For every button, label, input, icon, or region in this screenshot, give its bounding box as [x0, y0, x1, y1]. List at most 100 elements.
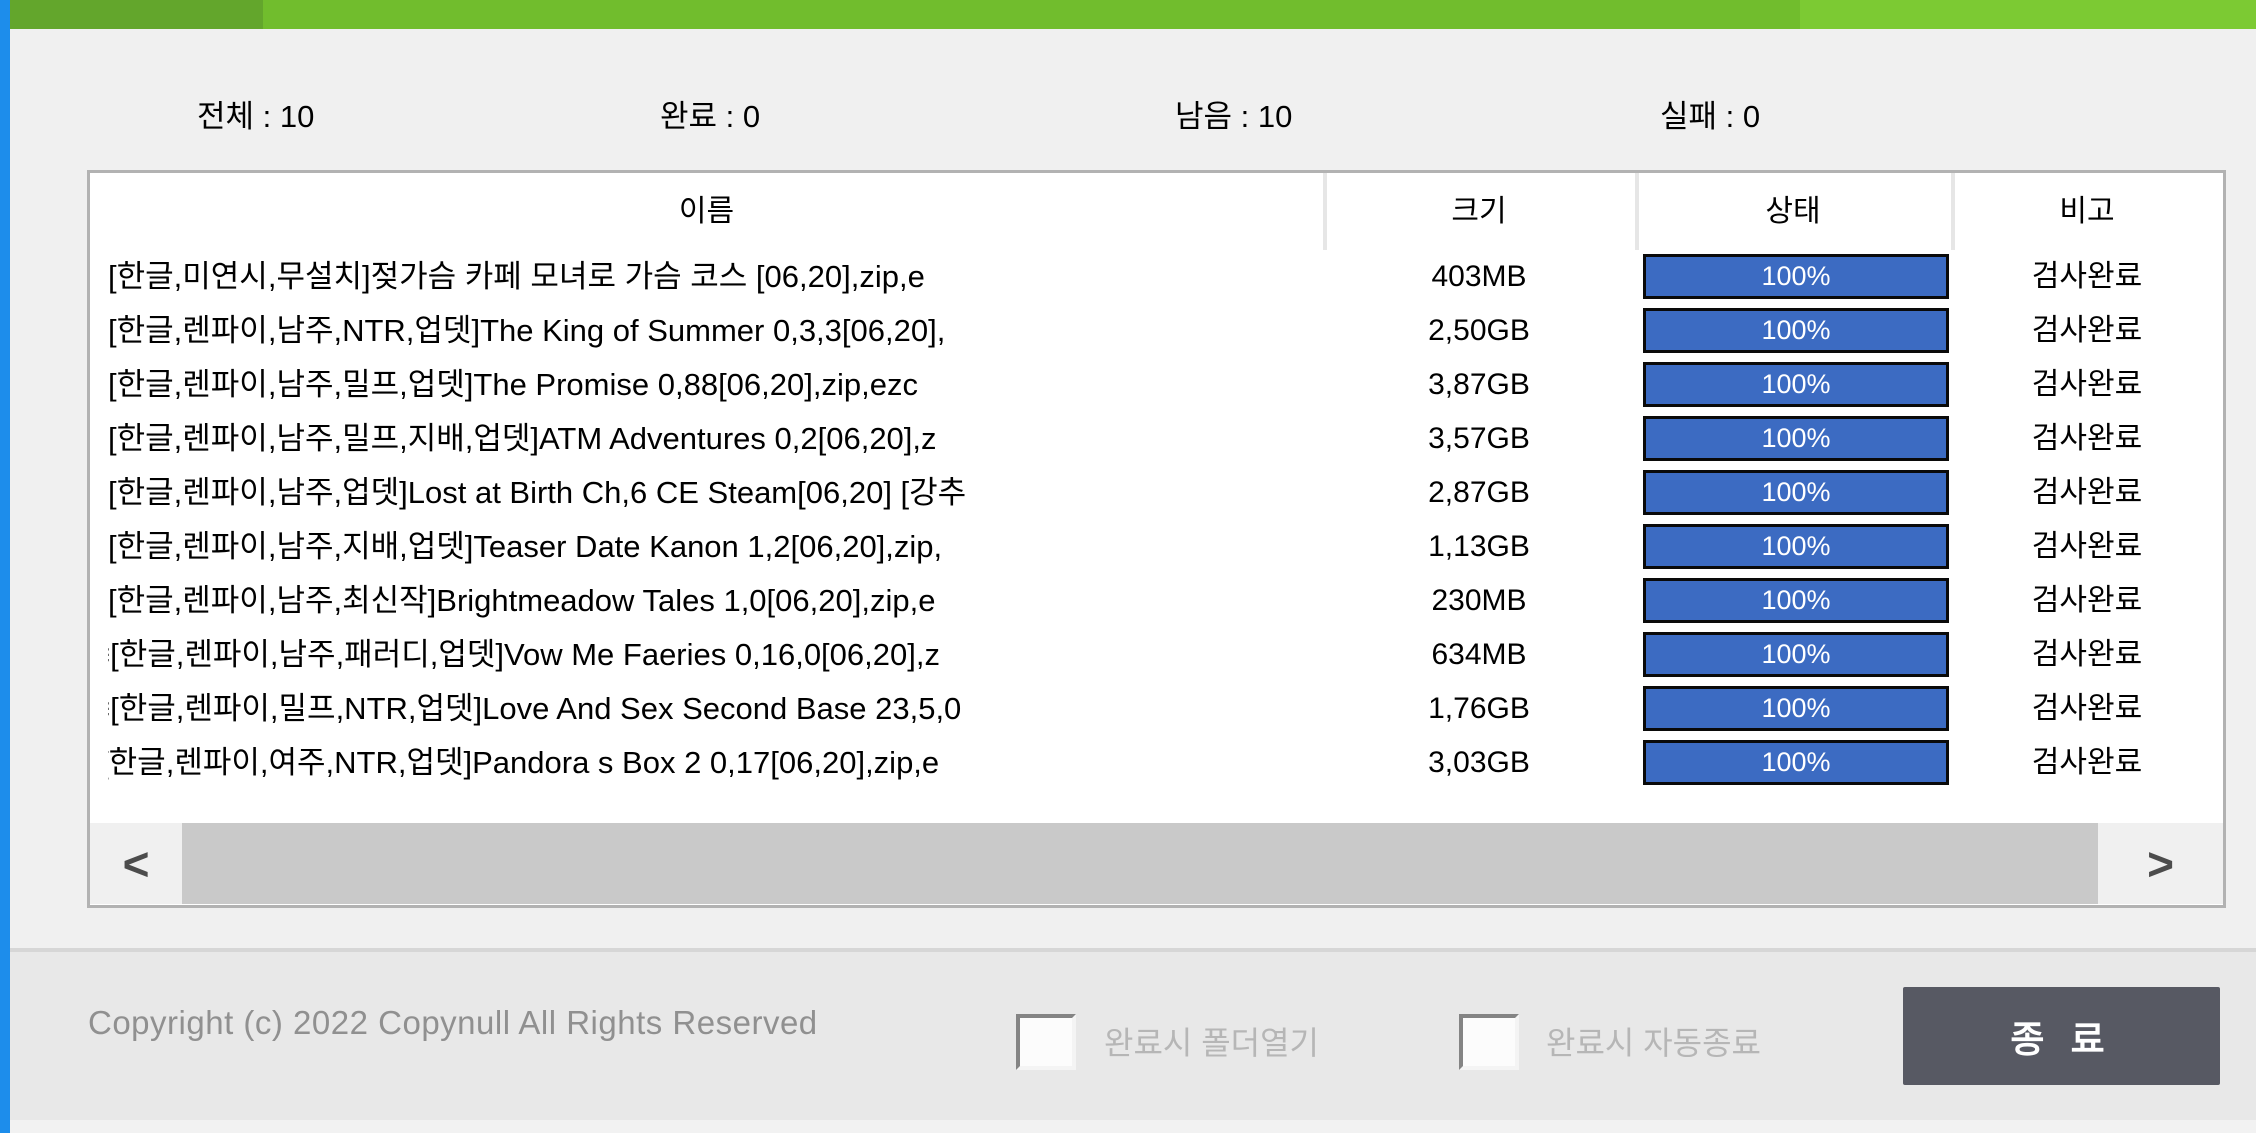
progress-cell: 100% [1635, 736, 1951, 790]
progress-label: 100% [1761, 423, 1831, 453]
scrollbar-thumb[interactable] [182, 823, 2098, 904]
table-row[interactable]: [한글,미연시,무설치]젖가슴 카페 모녀로 가슴 코스 [06,20],zip… [90, 250, 2223, 304]
stat-failed: 실패 : 0 [1660, 99, 1761, 134]
progress-cell: 100% [1635, 304, 1951, 358]
open-folder-label: 완료시 폴더열기 [1104, 1025, 1319, 1061]
file-list-panel: 이름 크기 상태 비고 [한글,미연시,무설치]젖가슴 카페 모녀로 가슴 코스… [87, 170, 2226, 908]
table-row[interactable]: |[한글,렌파이,여주,NTR,업뎃]Pandora s Box 2 0,17[… [90, 736, 2223, 790]
chevron-left-icon: < [122, 837, 150, 890]
column-separator [1323, 173, 1327, 250]
file-name: [한글,미연시,무설치]젖가슴 카페 모녀로 가슴 코스 [06,20],zip… [108, 259, 925, 294]
progress-label: 100% [1761, 531, 1831, 561]
status-note: 검사완료 [2031, 422, 2143, 455]
title-bar [10, 0, 2256, 29]
progress-label: 100% [1761, 261, 1831, 291]
title-bar-segment-dark [10, 0, 263, 29]
progress-cell: 100% [1635, 466, 1951, 520]
status-note: 검사완료 [2031, 584, 2143, 617]
column-header-status: 상태 [1765, 195, 1821, 228]
progress-bar: 100% [1643, 578, 1949, 623]
auto-exit-label: 완료시 자동종료 [1546, 1025, 1761, 1061]
progress-cell: 100% [1635, 520, 1951, 574]
column-header-note: 비고 [2059, 195, 2115, 228]
file-name: |[한글,렌파이,여주,NTR,업뎃]Pandora s Box 2 0,17[… [108, 745, 940, 780]
bottom-strip [10, 1120, 2256, 1133]
table-row[interactable]: [한글,렌파이,남주,지배,업뎃]Teaser Date Kanon 1,2[0… [90, 520, 2223, 574]
status-note: 검사완료 [2031, 638, 2143, 671]
progress-bar: 100% [1643, 524, 1949, 569]
progress-bar: 100% [1643, 362, 1949, 407]
column-header-name: 이름 [678, 195, 735, 228]
status-note: 검사완료 [2031, 692, 2143, 725]
table-row[interactable]: [한글,렌파이,남주,업뎃]Lost at Birth Ch,6 CE Stea… [90, 466, 2223, 520]
file-size: 1,13GB [1428, 530, 1530, 563]
file-size: 230MB [1431, 584, 1527, 617]
status-note: 검사완료 [2031, 476, 2143, 509]
progress-bar: 100% [1643, 308, 1949, 353]
column-separator [1951, 173, 1955, 250]
copyright-text: Copyright (c) 2022 Copynull All Rights R… [88, 1004, 818, 1041]
file-size: 3,03GB [1428, 746, 1530, 779]
progress-label: 100% [1761, 747, 1831, 777]
progress-bar: 100% [1643, 416, 1949, 461]
file-name: [한글,렌파이,남주,업뎃]Lost at Birth Ch,6 CE Stea… [108, 475, 967, 510]
file-size: 2,50GB [1428, 314, 1530, 347]
progress-cell: 100% [1635, 250, 1951, 304]
table-row[interactable]: [한글,렌파이,남주,밀프,지배,업뎃]ATM Adventures 0,2[0… [90, 412, 2223, 466]
file-size: 1,76GB [1428, 692, 1530, 725]
progress-cell: 100% [1635, 682, 1951, 736]
auto-exit-checkbox[interactable] [1459, 1014, 1519, 1070]
table-row[interactable]: [한글,렌파이,남주,최신작]Brightmeadow Tales 1,0[06… [90, 574, 2223, 628]
status-note: 검사완료 [2031, 314, 2143, 347]
progress-label: 100% [1761, 693, 1831, 723]
title-bar-segment-light [1800, 0, 2256, 29]
close-button[interactable]: 종 료 [1903, 987, 2220, 1085]
progress-bar: 100% [1643, 470, 1949, 515]
file-name: [한글,렌파이,남주,밀프,업뎃]The Promise 0,88[06,20]… [108, 367, 918, 402]
file-name: [한글,렌파이,남주,최신작]Brightmeadow Tales 1,0[06… [108, 583, 936, 618]
stat-remaining: 남음 : 10 [1175, 99, 1293, 134]
progress-label: 100% [1761, 315, 1831, 345]
table-header: 이름 크기 상태 비고 [90, 173, 2223, 250]
table-rows: [한글,미연시,무설치]젖가슴 카페 모녀로 가슴 코스 [06,20],zip… [90, 250, 2223, 790]
table-row[interactable]: ≡[한글,렌파이,남주,패러디,업뎃]Vow Me Faeries 0,16,0… [90, 628, 2223, 682]
table-row[interactable]: [한글,렌파이,남주,밀프,업뎃]The Promise 0,88[06,20]… [90, 358, 2223, 412]
stat-total: 전체 : 10 [197, 99, 315, 134]
table-row[interactable]: ≡[한글,렌파이,밀프,NTR,업뎃]Love And Sex Second B… [90, 682, 2223, 736]
file-size: 2,87GB [1428, 476, 1530, 509]
progress-label: 100% [1761, 369, 1831, 399]
status-note: 검사완료 [2031, 746, 2143, 779]
footer-divider [10, 948, 2256, 952]
progress-bar: 100% [1643, 254, 1949, 299]
scroll-left-button[interactable]: < [90, 823, 182, 904]
progress-label: 100% [1761, 585, 1831, 615]
status-note: 검사완료 [2031, 260, 2143, 293]
file-size: 403MB [1431, 260, 1527, 293]
progress-cell: 100% [1635, 574, 1951, 628]
file-name: ≡[한글,렌파이,남주,패러디,업뎃]Vow Me Faeries 0,16,0… [108, 637, 940, 672]
file-size: 3,87GB [1428, 368, 1530, 401]
file-size: 634MB [1431, 638, 1527, 671]
progress-label: 100% [1761, 477, 1831, 507]
column-header-size: 크기 [1451, 195, 1507, 228]
chevron-right-icon: > [2147, 837, 2174, 890]
horizontal-scrollbar[interactable]: < > [90, 823, 2223, 904]
progress-bar: 100% [1643, 686, 1949, 731]
progress-label: 100% [1761, 639, 1831, 669]
progress-bar: 100% [1643, 632, 1949, 677]
table-row[interactable]: [한글,렌파이,남주,NTR,업뎃]The King of Summer 0,3… [90, 304, 2223, 358]
progress-cell: 100% [1635, 358, 1951, 412]
scroll-right-button[interactable]: > [2098, 823, 2223, 904]
file-name: ≡[한글,렌파이,밀프,NTR,업뎃]Love And Sex Second B… [108, 691, 962, 726]
file-name: [한글,렌파이,남주,지배,업뎃]Teaser Date Kanon 1,2[0… [108, 529, 943, 564]
progress-bar: 100% [1643, 740, 1949, 785]
open-folder-checkbox[interactable] [1016, 1014, 1076, 1070]
progress-cell: 100% [1635, 412, 1951, 466]
file-size: 3,57GB [1428, 422, 1530, 455]
title-bar-segment-mid [263, 0, 1800, 29]
status-note: 검사완료 [2031, 368, 2143, 401]
column-separator [1635, 173, 1639, 250]
footer: Copyright (c) 2022 Copynull All Rights R… [10, 952, 2256, 1120]
window-edge-strip [0, 0, 10, 1133]
